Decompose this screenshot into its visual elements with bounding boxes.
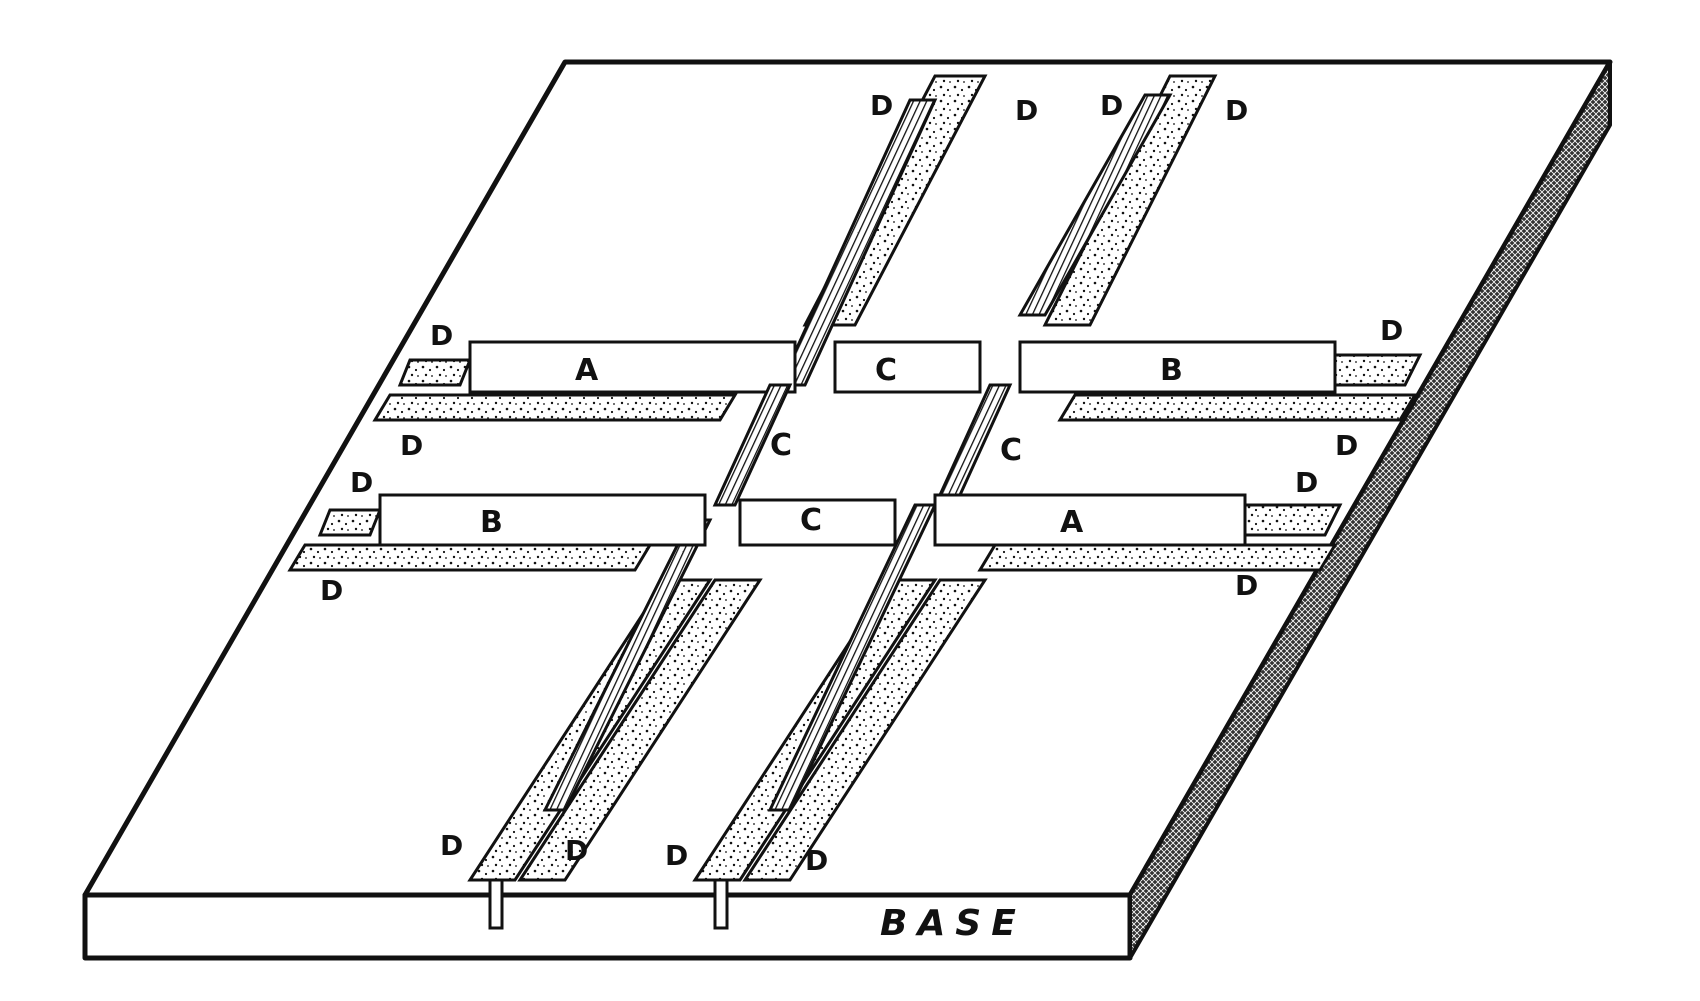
front-wires [488, 878, 729, 930]
label-d: D [440, 829, 463, 862]
label-d: D [350, 466, 373, 499]
block-c-lower [738, 498, 897, 547]
lower-right-vertical-strip [692, 503, 988, 882]
block-b-upper [1018, 340, 1337, 394]
hatched-partition-c-left [712, 383, 793, 507]
base-board [82, 59, 1613, 961]
stippled-strip [372, 393, 738, 422]
label-c-left: C [770, 428, 792, 463]
block-a-lower [933, 493, 1247, 547]
stippled-strip [977, 543, 1338, 572]
lower-left-vertical-strip [467, 518, 763, 882]
hatched-partition [777, 98, 938, 387]
label-d: D [1100, 89, 1123, 122]
stippled-strip [287, 543, 653, 572]
hatched-partition [767, 503, 938, 812]
base-label: BASE [880, 903, 1026, 944]
wire-left [488, 878, 504, 930]
label-d: D [1225, 94, 1248, 127]
hatched-partition [1017, 93, 1173, 317]
label-d: D [805, 844, 828, 877]
stippled-strip [1333, 353, 1423, 387]
upper-horizontal-row [372, 340, 1423, 422]
block-a-upper [468, 340, 797, 394]
stippled-strip [517, 578, 763, 882]
stippled-strip [317, 508, 383, 537]
label-d: D [1015, 94, 1038, 127]
wire-right [713, 878, 729, 930]
upper-right-vertical-strip [1017, 74, 1218, 327]
label-d: D [320, 574, 343, 607]
label-b-lower: B [480, 505, 503, 540]
stippled-strip [742, 578, 988, 882]
label-b-upper: B [1160, 353, 1183, 388]
label-d: D [1380, 314, 1403, 347]
lower-horizontal-row [287, 493, 1343, 572]
label-d: D [665, 839, 688, 872]
label-d: D [1235, 569, 1258, 602]
stippled-strip [1243, 503, 1343, 537]
stippled-strip [1057, 393, 1418, 422]
label-d: D [400, 429, 423, 462]
stippled-strip [397, 358, 473, 387]
label-c-lower: C [800, 503, 822, 538]
block-labels: A C B B C A C C [480, 353, 1183, 540]
label-d: D [1335, 429, 1358, 462]
base-side-face [1128, 60, 1612, 960]
block-c-upper [833, 340, 982, 394]
label-a-lower: A [1060, 505, 1084, 540]
label-c-right: C [1000, 433, 1022, 468]
block-b-lower [378, 493, 707, 547]
label-c-upper: C [875, 353, 897, 388]
upper-left-vertical-strip [777, 74, 988, 387]
label-a-upper: A [575, 353, 599, 388]
label-d: D [1295, 466, 1318, 499]
label-d: D [870, 89, 893, 122]
label-d: D [430, 319, 453, 352]
label-d: D [565, 834, 588, 867]
strip-labels: D D D D D D D D D D D D D D D D [320, 89, 1403, 877]
